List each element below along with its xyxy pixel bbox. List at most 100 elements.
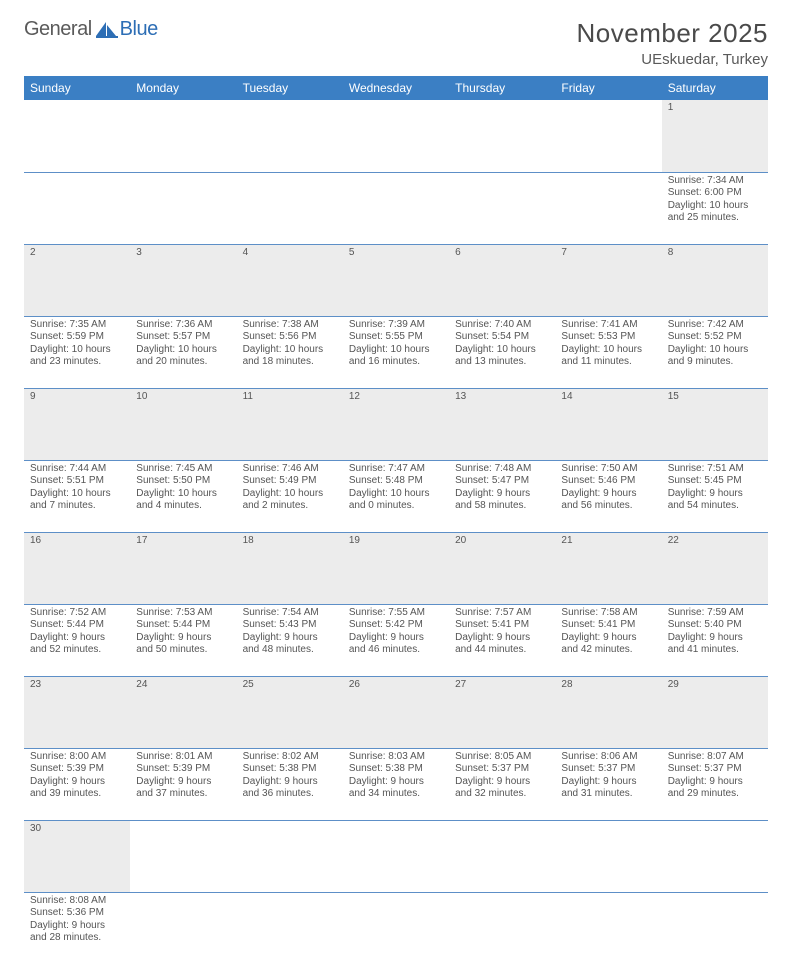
sunrise-line: Sunrise: 7:41 AM	[561, 319, 655, 332]
sunrise-line: Sunrise: 7:35 AM	[30, 319, 124, 332]
daynum-row: 9101112131415	[24, 388, 768, 460]
daylight-line: Daylight: 10 hours and 0 minutes.	[349, 488, 443, 513]
day-number: 6	[449, 244, 555, 316]
day-number: 12	[343, 388, 449, 460]
sunset-line: Sunset: 5:39 PM	[136, 763, 230, 776]
day-header: Wednesday	[343, 76, 449, 100]
day-number: 14	[555, 388, 661, 460]
sunrise-line: Sunrise: 8:07 AM	[668, 751, 762, 764]
day-number: 23	[24, 676, 130, 748]
day-cell: Sunrise: 8:02 AMSunset: 5:38 PMDaylight:…	[237, 748, 343, 820]
day-cell: Sunrise: 7:47 AMSunset: 5:48 PMDaylight:…	[343, 460, 449, 532]
day-number: 22	[662, 532, 768, 604]
daylight-line: Daylight: 10 hours and 16 minutes.	[349, 344, 443, 369]
day-header: Tuesday	[237, 76, 343, 100]
daylight-line: Daylight: 9 hours and 29 minutes.	[668, 776, 762, 801]
daylight-line: Daylight: 9 hours and 32 minutes.	[455, 776, 549, 801]
day-cell: Sunrise: 8:01 AMSunset: 5:39 PMDaylight:…	[130, 748, 236, 820]
sunrise-line: Sunrise: 7:50 AM	[561, 463, 655, 476]
day-cell: Sunrise: 8:05 AMSunset: 5:37 PMDaylight:…	[449, 748, 555, 820]
day-cell: Sunrise: 7:36 AMSunset: 5:57 PMDaylight:…	[130, 316, 236, 388]
day-number: 29	[662, 676, 768, 748]
day-number: 27	[449, 676, 555, 748]
sunrise-line: Sunrise: 7:51 AM	[668, 463, 762, 476]
day-header: Sunday	[24, 76, 130, 100]
day-cell: Sunrise: 7:53 AMSunset: 5:44 PMDaylight:…	[130, 604, 236, 676]
day-cell: Sunrise: 8:08 AMSunset: 5:36 PMDaylight:…	[24, 892, 130, 964]
sunrise-line: Sunrise: 8:01 AM	[136, 751, 230, 764]
sunrise-line: Sunrise: 7:59 AM	[668, 607, 762, 620]
day-cell: Sunrise: 7:44 AMSunset: 5:51 PMDaylight:…	[24, 460, 130, 532]
sunrise-line: Sunrise: 7:53 AM	[136, 607, 230, 620]
sunset-line: Sunset: 5:43 PM	[243, 619, 337, 632]
day-header: Saturday	[662, 76, 768, 100]
day-cell: Sunrise: 7:38 AMSunset: 5:56 PMDaylight:…	[237, 316, 343, 388]
sunset-line: Sunset: 5:59 PM	[30, 331, 124, 344]
sunset-line: Sunset: 5:56 PM	[243, 331, 337, 344]
day-cell: Sunrise: 7:42 AMSunset: 5:52 PMDaylight:…	[662, 316, 768, 388]
sunset-line: Sunset: 5:39 PM	[30, 763, 124, 776]
day-number: 15	[662, 388, 768, 460]
day-number	[130, 820, 236, 892]
sunrise-line: Sunrise: 7:34 AM	[668, 175, 762, 188]
sunset-line: Sunset: 5:52 PM	[668, 331, 762, 344]
day-cell	[662, 892, 768, 964]
sunrise-line: Sunrise: 8:02 AM	[243, 751, 337, 764]
day-number	[343, 820, 449, 892]
day-number: 16	[24, 532, 130, 604]
sunrise-line: Sunrise: 7:54 AM	[243, 607, 337, 620]
day-cell: Sunrise: 8:07 AMSunset: 5:37 PMDaylight:…	[662, 748, 768, 820]
daynum-row: 23242526272829	[24, 676, 768, 748]
daylight-line: Daylight: 9 hours and 52 minutes.	[30, 632, 124, 657]
sunrise-line: Sunrise: 7:44 AM	[30, 463, 124, 476]
day-header: Friday	[555, 76, 661, 100]
day-cell: Sunrise: 7:35 AMSunset: 5:59 PMDaylight:…	[24, 316, 130, 388]
day-header: Monday	[130, 76, 236, 100]
sunset-line: Sunset: 5:46 PM	[561, 475, 655, 488]
sunset-line: Sunset: 5:49 PM	[243, 475, 337, 488]
day-number	[555, 100, 661, 172]
daylight-line: Daylight: 10 hours and 11 minutes.	[561, 344, 655, 369]
day-number	[449, 100, 555, 172]
day-cell: Sunrise: 8:06 AMSunset: 5:37 PMDaylight:…	[555, 748, 661, 820]
sunrise-line: Sunrise: 7:52 AM	[30, 607, 124, 620]
sunset-line: Sunset: 5:37 PM	[668, 763, 762, 776]
sunrise-line: Sunrise: 8:00 AM	[30, 751, 124, 764]
daylight-line: Daylight: 9 hours and 34 minutes.	[349, 776, 443, 801]
day-cell	[449, 892, 555, 964]
sunset-line: Sunset: 5:36 PM	[30, 907, 124, 920]
day-cell: Sunrise: 7:41 AMSunset: 5:53 PMDaylight:…	[555, 316, 661, 388]
sunrise-line: Sunrise: 7:36 AM	[136, 319, 230, 332]
day-cell: Sunrise: 7:46 AMSunset: 5:49 PMDaylight:…	[237, 460, 343, 532]
daylight-line: Daylight: 9 hours and 58 minutes.	[455, 488, 549, 513]
daynum-row: 16171819202122	[24, 532, 768, 604]
sunset-line: Sunset: 5:38 PM	[243, 763, 337, 776]
day-cell: Sunrise: 7:55 AMSunset: 5:42 PMDaylight:…	[343, 604, 449, 676]
calendar-table: SundayMondayTuesdayWednesdayThursdayFrid…	[24, 76, 768, 964]
daylight-line: Daylight: 10 hours and 23 minutes.	[30, 344, 124, 369]
sunset-line: Sunset: 5:38 PM	[349, 763, 443, 776]
calendar-page: General Blue November 2025 UEskuedar, Tu…	[0, 0, 792, 974]
day-number: 18	[237, 532, 343, 604]
sunset-line: Sunset: 5:51 PM	[30, 475, 124, 488]
day-number: 10	[130, 388, 236, 460]
day-number: 13	[449, 388, 555, 460]
day-number: 4	[237, 244, 343, 316]
day-cell	[130, 892, 236, 964]
sunset-line: Sunset: 5:53 PM	[561, 331, 655, 344]
day-number	[24, 100, 130, 172]
daylight-line: Daylight: 10 hours and 7 minutes.	[30, 488, 124, 513]
daylight-line: Daylight: 9 hours and 39 minutes.	[30, 776, 124, 801]
sunrise-line: Sunrise: 8:08 AM	[30, 895, 124, 908]
daylight-line: Daylight: 9 hours and 42 minutes.	[561, 632, 655, 657]
daylight-line: Daylight: 10 hours and 25 minutes.	[668, 200, 762, 225]
sunrise-line: Sunrise: 7:40 AM	[455, 319, 549, 332]
daylight-line: Daylight: 9 hours and 31 minutes.	[561, 776, 655, 801]
logo-text-2: Blue	[120, 18, 158, 41]
day-number	[237, 100, 343, 172]
day-number: 9	[24, 388, 130, 460]
sunset-line: Sunset: 5:37 PM	[561, 763, 655, 776]
sunset-line: Sunset: 5:47 PM	[455, 475, 549, 488]
sunrise-line: Sunrise: 7:46 AM	[243, 463, 337, 476]
title-block: November 2025 UEskuedar, Turkey	[577, 18, 769, 68]
